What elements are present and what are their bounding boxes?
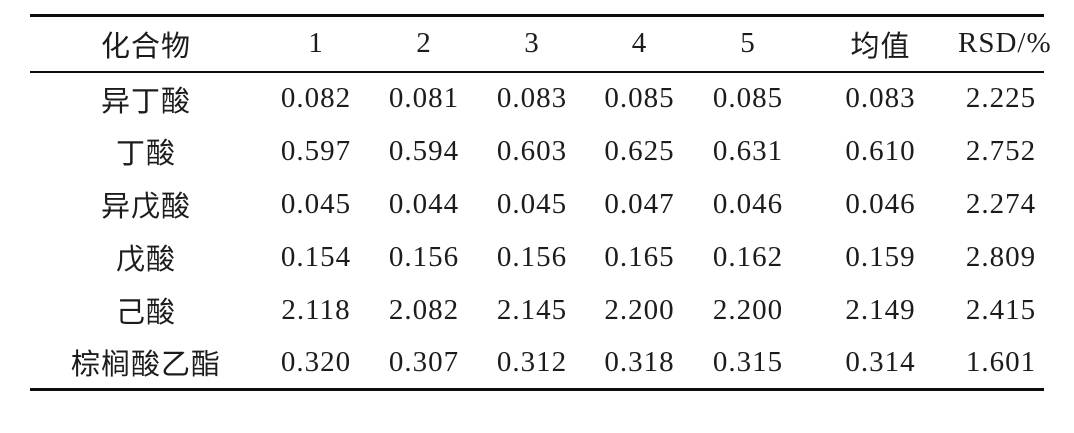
value-cell: 0.045 xyxy=(496,187,568,220)
value-cell: 0.594 xyxy=(388,134,460,167)
value-cell: 2.200 xyxy=(712,293,784,326)
value-cell: 0.318 xyxy=(604,345,675,378)
value-cell: 2.082 xyxy=(388,293,460,326)
rsd-cell: 1.601 xyxy=(965,345,1037,378)
table-row: 异丁酸 0.082 0.081 0.083 0.085 0.085 0.083 … xyxy=(30,72,1044,125)
value-cell: 0.083 xyxy=(496,82,568,114)
value-cell: 0.312 xyxy=(496,345,568,378)
rsd-cell: 2.415 xyxy=(965,293,1037,326)
column-header-mean: 均值 xyxy=(803,15,958,73)
column-header-5: 5 xyxy=(693,15,803,73)
value-cell: 0.046 xyxy=(712,187,784,220)
rsd-cell: 2.225 xyxy=(965,82,1037,114)
table-row: 异戊酸 0.045 0.044 0.045 0.047 0.046 0.046 … xyxy=(30,178,1044,231)
compound-name-cell: 异戊酸 xyxy=(100,191,191,223)
value-cell: 0.085 xyxy=(604,82,675,114)
mean-cell: 2.149 xyxy=(845,293,916,326)
value-cell: 0.082 xyxy=(280,82,352,114)
value-cell: 2.200 xyxy=(604,293,675,326)
value-cell: 0.597 xyxy=(280,134,352,167)
value-cell: 0.047 xyxy=(604,187,675,220)
compound-name-cell: 棕榈酸乙酯 xyxy=(70,349,221,382)
compound-name-cell: 己酸 xyxy=(115,297,176,329)
rsd-cell: 2.752 xyxy=(965,134,1037,167)
value-cell: 0.162 xyxy=(712,240,784,273)
value-cell: 0.044 xyxy=(388,187,460,220)
value-cell: 0.165 xyxy=(604,240,675,273)
compound-name-cell: 异丁酸 xyxy=(100,85,191,118)
mean-cell: 0.083 xyxy=(845,82,916,114)
rsd-cell: 2.809 xyxy=(965,240,1037,273)
column-header-compound: 化合物 xyxy=(30,15,262,73)
table-row: 己酸 2.118 2.082 2.145 2.200 2.200 2.149 2… xyxy=(30,284,1044,337)
column-header-2: 2 xyxy=(370,15,478,73)
value-cell: 0.045 xyxy=(280,187,352,220)
column-header-3: 3 xyxy=(478,15,586,73)
table-row: 棕榈酸乙酯 0.320 0.307 0.312 0.318 0.315 0.31… xyxy=(30,337,1044,390)
value-cell: 2.118 xyxy=(281,293,351,326)
value-cell: 0.081 xyxy=(388,82,460,114)
value-cell: 2.145 xyxy=(496,293,568,326)
column-header-rsd: RSD/% xyxy=(958,15,1051,73)
column-header-4: 4 xyxy=(586,15,693,73)
value-cell: 0.307 xyxy=(388,345,460,378)
mean-cell: 0.046 xyxy=(845,187,916,220)
value-cell: 0.156 xyxy=(388,240,460,273)
value-cell: 0.315 xyxy=(712,345,784,378)
compound-name-cell: 戊酸 xyxy=(115,244,176,276)
measurement-table: 化合物 1 2 3 4 5 均值 RSD/% 异丁酸 0.082 0.081 0… xyxy=(30,14,1051,391)
value-cell: 0.156 xyxy=(496,240,568,273)
value-cell: 0.320 xyxy=(280,345,352,378)
compound-name-cell: 丁酸 xyxy=(115,138,176,170)
table-row: 戊酸 0.154 0.156 0.156 0.165 0.162 0.159 2… xyxy=(30,231,1044,284)
mean-cell: 0.610 xyxy=(845,134,916,167)
measurement-table-container: 化合物 1 2 3 4 5 均值 RSD/% 异丁酸 0.082 0.081 0… xyxy=(30,14,1051,391)
value-cell: 0.603 xyxy=(496,134,568,167)
rsd-cell: 2.274 xyxy=(965,187,1037,220)
mean-cell: 0.159 xyxy=(845,240,916,273)
value-cell: 0.631 xyxy=(712,134,784,167)
value-cell: 0.085 xyxy=(712,82,784,114)
value-cell: 0.154 xyxy=(280,240,352,273)
mean-cell: 0.314 xyxy=(845,345,916,378)
value-cell: 0.625 xyxy=(604,134,675,167)
column-header-1: 1 xyxy=(262,15,370,73)
table-row: 丁酸 0.597 0.594 0.603 0.625 0.631 0.610 2… xyxy=(30,125,1044,178)
header-row: 化合物 1 2 3 4 5 均值 RSD/% xyxy=(30,15,1051,73)
